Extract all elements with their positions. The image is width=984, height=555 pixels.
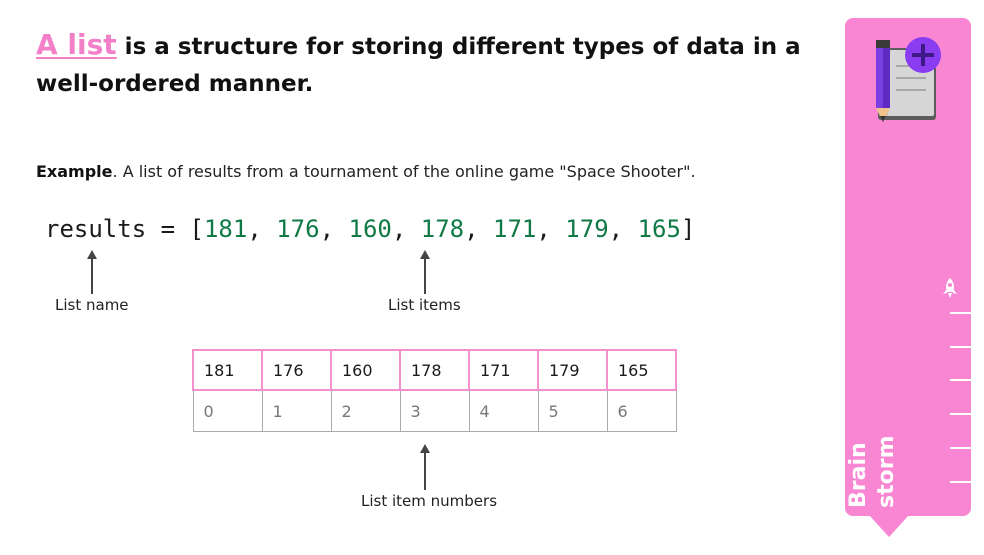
code-variable: results (45, 215, 147, 243)
heading-text: is a structure for storing different typ… (36, 34, 801, 97)
list-index-cell: 5 (537, 389, 608, 432)
code-separator: , (536, 215, 566, 243)
list-index-cell: 4 (468, 389, 539, 432)
ruler-tick (950, 346, 971, 348)
list-item-cell: 160 (330, 349, 401, 391)
list-items-arrow (420, 250, 430, 294)
list-item-cell: 176 (261, 349, 332, 391)
list-name-label: List name (55, 296, 129, 314)
ruler-tick (950, 447, 971, 449)
code-separator: , (608, 215, 638, 243)
code-value: 181 (203, 215, 248, 243)
rocket-icon (943, 278, 957, 298)
item-numbers-arrow (420, 444, 430, 490)
code-value: 171 (493, 215, 537, 243)
code-value: 165 (637, 215, 681, 243)
code-open-bracket: [ (189, 215, 204, 243)
heading: A list is a structure for storing differ… (36, 26, 826, 103)
list-item-cell: 165 (606, 349, 677, 391)
code-separator: , (464, 215, 494, 243)
code-separator: , (319, 215, 349, 243)
list-index-cell: 1 (261, 389, 332, 432)
code-value: 160 (348, 215, 392, 243)
code-value: 176 (276, 215, 320, 243)
list-index-cell: 2 (330, 389, 401, 432)
list-item-cell: 179 (537, 349, 608, 391)
list-items-label: List items (388, 296, 461, 314)
example-label: Example (36, 162, 113, 181)
list-index-cell: 3 (399, 389, 470, 432)
code-value: 179 (565, 215, 609, 243)
code-separator: , (247, 215, 277, 243)
list-name-arrow (87, 250, 97, 294)
example-text: Example. A list of results from a tourna… (36, 160, 756, 183)
list-index-cell: 0 (192, 389, 263, 432)
list-item-cell: 178 (399, 349, 470, 391)
item-numbers-label: List item numbers (361, 492, 498, 510)
example-description: . A list of results from a tournament of… (112, 162, 696, 181)
code-line: results = [181, 176, 160, 178, 171, 179,… (45, 215, 695, 243)
code-operator: = (146, 215, 190, 243)
list-indices-row: 0 1 2 3 4 5 6 (192, 389, 677, 432)
heading-term: A list (36, 28, 117, 61)
ruler-tick (950, 379, 971, 381)
list-item-cell: 171 (468, 349, 539, 391)
list-table: 181 176 160 178 171 179 165 0 1 2 3 4 5 … (192, 349, 677, 432)
notebook-pencil-plus-icon (876, 37, 941, 122)
code-separator: , (391, 215, 421, 243)
brainstorm-label-line2: storm (874, 435, 899, 509)
brainstorm-label-line1: Brain (846, 442, 871, 508)
brainstorm-label: Brain storm (845, 408, 925, 509)
ruler-tick (950, 312, 971, 314)
list-index-cell: 6 (606, 389, 677, 432)
list-item-cell: 181 (192, 349, 263, 391)
ruler-tick (950, 413, 971, 415)
code-close-bracket: ] (680, 215, 696, 243)
ruler-tick (950, 481, 971, 483)
list-items-row: 181 176 160 178 171 179 165 (192, 349, 677, 391)
code-value: 178 (420, 215, 465, 243)
